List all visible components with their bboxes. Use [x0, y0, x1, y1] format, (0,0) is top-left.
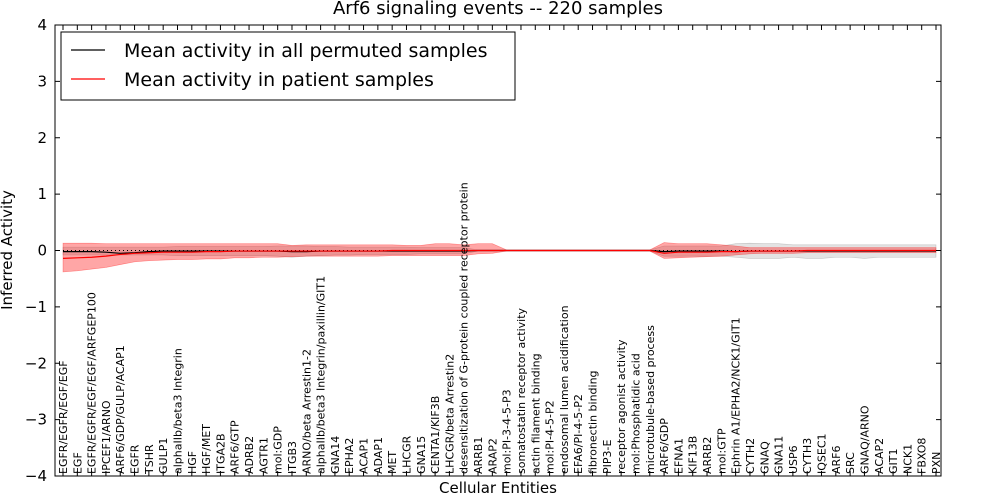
x-category-label: ARF6	[830, 446, 843, 475]
x-category-label: mol:GDP	[272, 426, 285, 474]
x-category-label: ACAP1	[358, 438, 371, 474]
x-category-label: EGF	[71, 452, 84, 474]
x-axis-title: Cellular Entities	[439, 479, 557, 497]
x-category-label: mol:GTP	[715, 428, 728, 474]
x-category-label: HGF/MET	[200, 424, 213, 474]
x-category-label: LHCGR/beta Arrestin2	[443, 354, 456, 474]
y-tick-label: −2	[25, 354, 47, 372]
x-category-label: mol:PI-4-5-P2	[544, 400, 557, 474]
x-category-label: GNA11	[773, 436, 786, 474]
x-category-label: SRC	[844, 452, 857, 474]
x-axis-category-labels: EGFR/EGFR/EGF/EGF EGF EGFR/EGFR/EGF/EGF/AR…	[57, 25, 943, 476]
x-category-label: AGTR1	[257, 437, 270, 474]
x-category-label: somatostatin receptor activity	[515, 307, 528, 474]
x-category-label: ACAP2	[873, 438, 886, 474]
x-category-label: EGFR/EGFR/EGF/EGF/ARFGEP100	[86, 292, 99, 474]
x-category-label: KIF13B	[687, 436, 700, 474]
x-category-label: desensitization of G-protein coupled rec…	[458, 182, 471, 474]
x-category-label: endosomal lumen acidification	[558, 305, 571, 474]
x-category-label: ADAP1	[372, 437, 385, 474]
x-category-label: GULP1	[157, 438, 170, 474]
y-tick-label: 4	[37, 16, 47, 34]
x-category-label: IPCEF1/ARNO	[100, 400, 113, 474]
y-tick-label: 0	[37, 242, 47, 260]
y-axis-title: Inferred Activity	[0, 190, 16, 310]
y-tick-label: −4	[25, 467, 47, 485]
series-line-patient	[62, 249, 936, 259]
x-category-label: fibronectin binding	[587, 370, 600, 474]
x-category-label: ARRB1	[472, 437, 485, 474]
x-category-label: ARF6/GDP/GULP/ACAP1	[114, 345, 127, 474]
x-category-label: USP6	[787, 445, 800, 474]
x-category-label: CYTH2	[744, 438, 757, 474]
legend: Mean activity in all permuted samples Me…	[60, 31, 516, 101]
y-tick-label: −1	[25, 298, 47, 316]
x-category-label: IQSEC1	[816, 433, 829, 474]
x-category-label: NCK1	[901, 444, 914, 474]
x-category-label: LHCGR	[400, 435, 413, 474]
x-category-label: receptor agonist activity	[615, 339, 628, 474]
x-category-label: alphaIIb/beta3 Integrin	[171, 348, 184, 474]
x-category-label: EFA6/PI-4-5-P2	[572, 394, 585, 474]
x-category-label: PIP3-E	[601, 440, 614, 474]
band-patient	[62, 242, 937, 273]
x-category-label: actin filament binding	[529, 353, 542, 474]
y-tick-label: −3	[25, 411, 47, 429]
x-category-label: microtubule-based process	[644, 325, 657, 474]
x-category-label: CENTA1/KIF3B	[429, 396, 442, 474]
x-category-label: mol:Phosphatidic acid	[629, 353, 642, 474]
x-category-label: GNAQ	[758, 441, 771, 474]
x-category-label: EFNA1	[672, 438, 685, 474]
x-category-label: ARF6/GDP	[658, 418, 671, 474]
y-tick-label: 2	[37, 129, 47, 147]
x-category-label: MET	[386, 451, 399, 474]
x-category-label: PXN	[930, 452, 943, 474]
x-category-label: GNA15	[415, 436, 428, 474]
series-lines	[62, 249, 936, 259]
x-category-label: EPHA2	[343, 438, 356, 474]
chart-title: Arf6 signaling events -- 220 samples	[333, 0, 663, 19]
x-category-label: ARNO/beta Arrestin1-2	[300, 349, 313, 474]
x-category-label: GNA14	[329, 436, 342, 474]
y-tick-label: 1	[37, 185, 47, 203]
y-axis-ticks: −4 −3 −2 −1 0 1 2 3 4	[25, 16, 941, 485]
x-category-label: alphaIIb/beta3 Integrin/paxillin/GIT1	[315, 276, 328, 474]
x-category-label: ITGB3	[286, 441, 299, 474]
x-category-label: mol:PI-3-4-5-P3	[501, 389, 514, 474]
x-category-label: ARRB2	[701, 437, 714, 474]
legend-label-patient: Mean activity in patient samples	[124, 69, 434, 91]
x-category-label: EGFR	[129, 444, 142, 474]
legend-label-permuted: Mean activity in all permuted samples	[124, 40, 487, 62]
x-category-label: ITGA2B	[214, 433, 227, 474]
x-category-label: ADRB2	[243, 436, 256, 474]
x-category-label: HGF	[186, 451, 199, 474]
x-category-label: CYTH3	[801, 438, 814, 474]
x-category-label: TSHR	[143, 444, 156, 475]
x-category-label: FBXO8	[916, 438, 929, 474]
x-category-label: EGFR/EGFR/EGF/EGF	[57, 360, 70, 474]
y-tick-label: 3	[37, 72, 47, 90]
legend-box	[60, 31, 516, 101]
x-category-label: GIT1	[887, 449, 900, 475]
x-category-label: GNAQ/ARNO	[858, 405, 871, 474]
x-category-label: Ephrin A1/EPHA2/NCK1/GIT1	[730, 317, 743, 474]
x-category-label: ARF6/GTP	[229, 420, 242, 474]
x-category-label: ARAP2	[486, 438, 499, 474]
